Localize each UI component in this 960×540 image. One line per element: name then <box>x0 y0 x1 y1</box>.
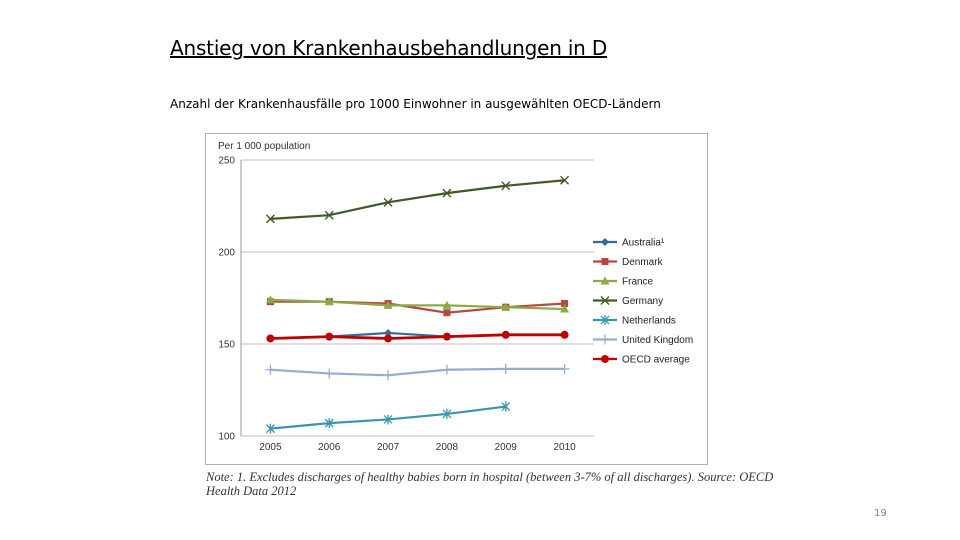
legend-label: France <box>622 277 654 288</box>
series-layer <box>265 175 570 434</box>
data-point <box>600 315 610 325</box>
data-point <box>561 300 569 308</box>
data-point <box>500 363 511 374</box>
legend-label: OECD average <box>622 355 690 366</box>
legend-item-germany: Germany <box>593 296 663 307</box>
data-point <box>383 414 393 425</box>
data-point <box>601 258 609 265</box>
series-netherlands <box>265 401 511 434</box>
legend-layer: Australia¹ Denmark France Germany Netherland… <box>593 238 693 366</box>
legend-item-united-kingdom: United Kingdom <box>593 334 693 346</box>
data-point <box>324 368 335 379</box>
data-point <box>265 214 275 224</box>
grid-layer <box>241 159 594 437</box>
data-point <box>383 300 393 309</box>
data-point <box>442 300 452 309</box>
data-point <box>501 401 511 412</box>
legend-item-australia: Australia¹ <box>593 238 665 249</box>
legend-label: Australia¹ <box>622 238 665 249</box>
data-point <box>383 370 394 381</box>
axis-layer: 100 150 200 250 2005 2006 2007 2008 2009 2010 <box>218 156 576 454</box>
data-point <box>501 330 510 339</box>
series-line <box>270 298 565 311</box>
data-point <box>324 297 334 306</box>
series-line <box>270 367 565 377</box>
data-point <box>442 188 452 198</box>
data-point <box>384 334 393 343</box>
data-point <box>265 295 275 304</box>
x-tick-label: 2005 <box>259 442 282 453</box>
series-line <box>270 179 565 220</box>
series-france <box>265 295 570 313</box>
data-point <box>560 330 569 339</box>
legend-label: Denmark <box>622 257 664 268</box>
y-tick-label: 250 <box>218 156 235 167</box>
series-oecd-average <box>266 330 569 343</box>
x-tick-label: 2007 <box>377 442 400 453</box>
page-number: 19 <box>874 508 887 519</box>
y-tick-label: 150 <box>218 340 235 351</box>
data-point <box>501 181 511 191</box>
x-tick-label: 2009 <box>495 442 518 453</box>
chart-note: Note: 1. Excludes discharges of healthy … <box>206 470 774 498</box>
data-point <box>442 332 451 341</box>
data-point <box>560 304 570 313</box>
legend-item-france: France <box>593 276 654 288</box>
data-point <box>441 364 452 375</box>
x-tick-label: 2008 <box>436 442 459 453</box>
slide-subtitle: Anzahl der Krankenhausfälle pro 1000 Ein… <box>170 97 661 111</box>
legend-item-oecd-average: OECD average <box>593 355 690 366</box>
data-point <box>559 363 570 374</box>
data-point <box>601 238 609 246</box>
data-point <box>265 364 276 375</box>
data-point <box>560 175 570 185</box>
x-tick-label: 2010 <box>553 442 576 453</box>
data-point <box>383 197 393 207</box>
data-point <box>600 334 610 345</box>
data-point <box>601 355 609 363</box>
data-point <box>324 418 334 429</box>
data-point <box>501 302 511 311</box>
series-germany <box>265 175 570 224</box>
legend-item-netherlands: Netherlands <box>593 315 676 327</box>
legend-label: Netherlands <box>622 316 676 327</box>
data-point <box>443 309 451 317</box>
data-point <box>384 328 393 337</box>
data-point <box>325 332 334 341</box>
series-line <box>270 333 565 340</box>
legend-label: United Kingdom <box>622 335 693 346</box>
y-tick-label: 100 <box>218 432 235 443</box>
data-point <box>324 210 334 220</box>
legend-label: Germany <box>622 296 663 307</box>
y-axis-label: Per 1 000 population <box>218 141 310 152</box>
line-chart: 100 150 200 250 2005 2006 2007 2008 2009 2010 Aus… <box>218 141 693 454</box>
legend-item-denmark: Denmark <box>593 257 664 268</box>
data-point <box>265 423 275 434</box>
data-point <box>600 296 610 305</box>
slide-title: Anstieg von Krankenhausbehandlungen in D <box>170 36 608 60</box>
x-tick-label: 2006 <box>318 442 341 453</box>
data-point <box>600 276 610 285</box>
data-point <box>266 334 275 343</box>
data-point <box>442 408 452 419</box>
y-tick-label: 200 <box>218 248 235 259</box>
chart-frame: 100 150 200 250 2005 2006 2007 2008 2009 2010 Aus… <box>205 133 708 465</box>
series-united-kingdom <box>265 363 570 381</box>
